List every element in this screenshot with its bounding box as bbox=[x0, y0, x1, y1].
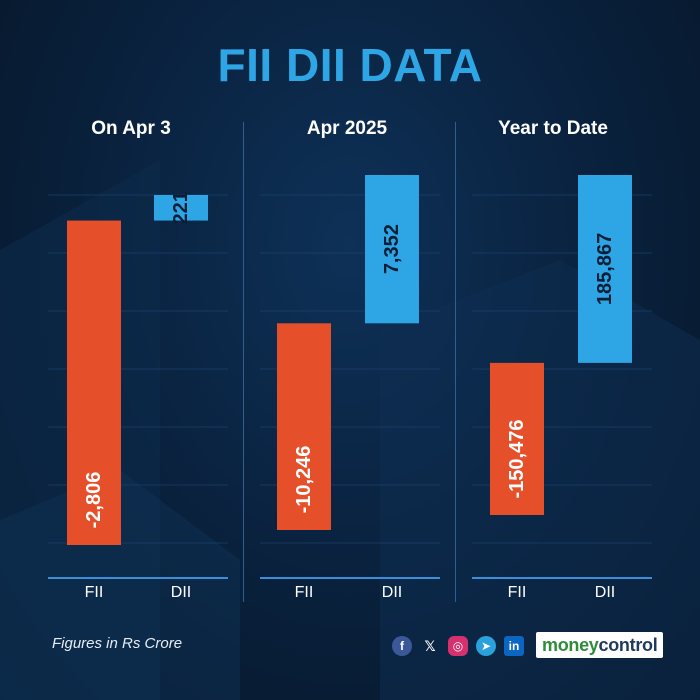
footnote: Figures in Rs Crore bbox=[52, 635, 183, 652]
category-label-fii: FII bbox=[85, 584, 104, 601]
moneycontrol-logo: money control bbox=[536, 632, 664, 658]
brand-part-2: control bbox=[598, 634, 658, 655]
dii-value-label: 7,352 bbox=[381, 224, 403, 274]
facebook-icon[interactable]: f bbox=[392, 636, 412, 656]
fii-value-label: -150,476 bbox=[506, 420, 528, 499]
fii-value-label: -2,806 bbox=[83, 472, 105, 529]
x-icon[interactable]: 𝕏 bbox=[424, 637, 436, 654]
panel-title-on-apr-3: On Apr 3 bbox=[91, 118, 171, 139]
panel-divider bbox=[243, 122, 244, 602]
category-label-dii: DII bbox=[171, 584, 191, 601]
fii-bar bbox=[277, 323, 331, 530]
brand-part-1: money bbox=[542, 634, 599, 655]
panel-title-apr-2025: Apr 2025 bbox=[306, 118, 388, 139]
dii-bar bbox=[365, 175, 419, 324]
instagram-icon[interactable]: ◎ bbox=[448, 636, 468, 656]
dii-bar bbox=[154, 195, 208, 221]
dii-value-label: 185,867 bbox=[594, 233, 616, 305]
dii-value-label: 221 bbox=[170, 191, 192, 224]
fii-bar bbox=[67, 220, 121, 546]
social-links: f 𝕏 ◎ ➤ in bbox=[392, 636, 524, 656]
telegram-icon[interactable]: ➤ bbox=[476, 636, 496, 656]
linkedin-icon[interactable]: in bbox=[504, 636, 524, 656]
category-label-dii: DII bbox=[382, 584, 402, 601]
category-label-dii: DII bbox=[595, 584, 615, 601]
category-label-fii: FII bbox=[295, 584, 314, 601]
panel-title-year-to-date: Year to Date bbox=[498, 118, 608, 139]
fii-bar bbox=[490, 362, 544, 515]
page-title: FII DII DATA bbox=[217, 39, 483, 91]
fii-value-label: -10,246 bbox=[293, 446, 315, 514]
dii-bar bbox=[578, 175, 632, 363]
panel-divider bbox=[455, 122, 456, 602]
category-label-fii: FII bbox=[508, 584, 527, 601]
